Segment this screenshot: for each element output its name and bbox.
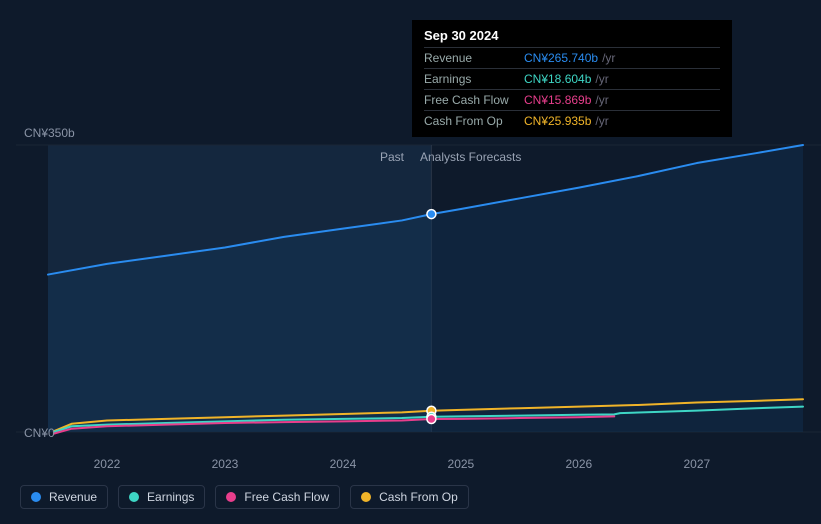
tooltip-row-unit: /yr	[595, 93, 608, 107]
y-axis-zero-label: CN¥0	[24, 426, 55, 440]
tooltip-row: Free Cash FlowCN¥15.869b/yr	[424, 89, 720, 110]
tooltip-row: Cash From OpCN¥25.935b/yr	[424, 110, 720, 131]
legend-label: Free Cash Flow	[244, 490, 329, 504]
legend-label: Cash From Op	[379, 490, 458, 504]
forecast-region-label: Analysts Forecasts	[420, 150, 521, 164]
x-tick: 2027	[683, 457, 710, 471]
tooltip-row-unit: /yr	[602, 51, 615, 65]
tooltip-row-unit: /yr	[595, 114, 608, 128]
financial-chart: CN¥350b CN¥0 Past Analysts Forecasts Sep…	[0, 0, 821, 524]
x-tick: 2024	[330, 457, 357, 471]
legend-dot	[361, 492, 371, 502]
x-tick: 2022	[94, 457, 121, 471]
legend-dot	[129, 492, 139, 502]
x-tick: 2026	[566, 457, 593, 471]
x-tick: 2023	[212, 457, 239, 471]
legend-item-free-cash-flow[interactable]: Free Cash Flow	[215, 485, 340, 509]
tooltip-row-value: CN¥15.869b	[524, 93, 591, 107]
tooltip-row-label: Cash From Op	[424, 114, 524, 128]
tooltip-row-label: Free Cash Flow	[424, 93, 524, 107]
tooltip-row-value: CN¥25.935b	[524, 114, 591, 128]
tooltip-row-label: Earnings	[424, 72, 524, 86]
legend-item-cash-from-op[interactable]: Cash From Op	[350, 485, 469, 509]
tooltip-row-value: CN¥265.740b	[524, 51, 598, 65]
x-tick: 2025	[448, 457, 475, 471]
tooltip-row-label: Revenue	[424, 51, 524, 65]
legend-dot	[226, 492, 236, 502]
tooltip-date: Sep 30 2024	[424, 28, 720, 43]
past-region-label: Past	[380, 150, 404, 164]
y-axis-max-label: CN¥350b	[24, 126, 75, 140]
legend-label: Revenue	[49, 490, 97, 504]
tooltip-row-value: CN¥18.604b	[524, 72, 591, 86]
legend-item-earnings[interactable]: Earnings	[118, 485, 205, 509]
tooltip-rows: RevenueCN¥265.740b/yrEarningsCN¥18.604b/…	[424, 47, 720, 131]
legend-dot	[31, 492, 41, 502]
chart-legend: Revenue Earnings Free Cash Flow Cash From O…	[20, 485, 469, 509]
tooltip-row: EarningsCN¥18.604b/yr	[424, 68, 720, 89]
chart-tooltip: Sep 30 2024 RevenueCN¥265.740b/yrEarning…	[412, 20, 732, 137]
tooltip-row-unit: /yr	[595, 72, 608, 86]
legend-label: Earnings	[147, 490, 194, 504]
legend-item-revenue[interactable]: Revenue	[20, 485, 108, 509]
tooltip-row: RevenueCN¥265.740b/yr	[424, 47, 720, 68]
